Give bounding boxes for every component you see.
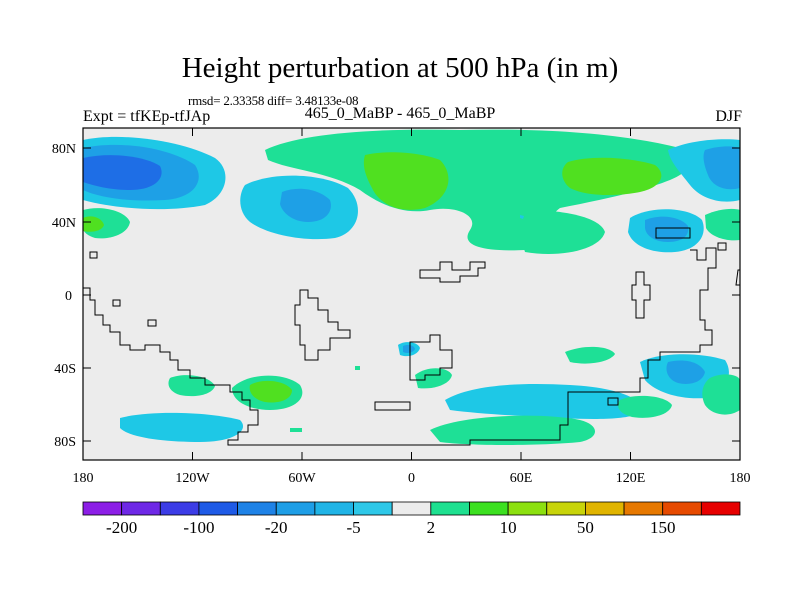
colorbar-swatch bbox=[623, 501, 664, 516]
longitude-axis bbox=[82, 128, 741, 460]
contour-negative-region bbox=[83, 155, 162, 190]
lon-tick-label: 180 bbox=[730, 471, 751, 486]
colorbar-swatch bbox=[82, 501, 123, 516]
colorbar-swatch bbox=[430, 501, 470, 516]
contour-negative-region bbox=[403, 345, 415, 353]
latitude-axis bbox=[83, 147, 740, 442]
colorbar-label: -5 bbox=[346, 518, 360, 537]
lon-tick-label: 180 bbox=[73, 471, 94, 486]
lon-tick-label: 60W bbox=[288, 471, 316, 486]
colorbar-swatch bbox=[507, 501, 548, 516]
contour-positive-region bbox=[355, 366, 360, 370]
experiment-center-label: 465_0_MaBP - 465_0_MaBP bbox=[304, 105, 496, 122]
colorbar-swatch bbox=[159, 501, 200, 516]
colorbar-swatch bbox=[546, 501, 586, 516]
lat-tick-label: 40N bbox=[52, 216, 76, 231]
contour-negative-region bbox=[666, 360, 705, 384]
lat-tick-label: 80S bbox=[54, 435, 76, 450]
contour-positive-region bbox=[705, 208, 740, 241]
colorbar-label: 50 bbox=[577, 518, 594, 537]
colorbar-swatch bbox=[585, 501, 625, 516]
colorbar-label: 10 bbox=[500, 518, 517, 537]
contour-positive-region bbox=[168, 375, 215, 397]
land-outline bbox=[83, 227, 740, 446]
colorbar-label: -20 bbox=[265, 518, 288, 537]
colorbar-label: -100 bbox=[183, 518, 214, 537]
colorbar-swatch bbox=[198, 501, 238, 516]
colorbar-swatch bbox=[391, 501, 432, 516]
contour-negative-region bbox=[445, 383, 645, 419]
experiment-left-label: Expt = tfKEp-tfJAp bbox=[83, 108, 211, 125]
colorbar-swatch bbox=[353, 501, 393, 516]
colorbar-label: 150 bbox=[650, 518, 676, 537]
colorbar-swatch bbox=[275, 501, 316, 516]
contour-positive-region bbox=[523, 210, 605, 254]
contour-positive-region bbox=[565, 346, 615, 364]
contour-negative-region bbox=[280, 188, 331, 222]
plot-title: Height perturbation at 500 hPa (in m) bbox=[181, 52, 619, 84]
lon-tick-label: 120E bbox=[616, 471, 646, 486]
contour-positive-region bbox=[249, 380, 292, 403]
contour-positive-region bbox=[83, 216, 104, 232]
contour-positive-region bbox=[618, 395, 672, 418]
lon-tick-label: 120W bbox=[175, 471, 210, 486]
colorbar-label: 2 bbox=[427, 518, 436, 537]
colorbar bbox=[82, 501, 741, 516]
colorbar-swatch bbox=[314, 501, 354, 516]
lon-tick-label: 0 bbox=[408, 471, 415, 486]
colorbar-swatch bbox=[121, 501, 161, 516]
colorbar-swatch bbox=[662, 501, 702, 516]
season-label: DJF bbox=[715, 108, 742, 125]
colorbar-swatch bbox=[700, 501, 741, 516]
lat-tick-label: 0 bbox=[65, 289, 72, 304]
colorbar-swatch bbox=[469, 501, 509, 516]
lat-tick-label: 80N bbox=[52, 142, 76, 157]
contour-positive-region bbox=[290, 428, 302, 432]
contour-positive-region bbox=[430, 415, 595, 445]
contour-positive-region bbox=[363, 152, 449, 210]
contour-negative-region bbox=[703, 146, 740, 190]
contour-fields bbox=[83, 129, 740, 445]
colorbar-label: -200 bbox=[106, 518, 137, 537]
lat-tick-label: 40S bbox=[54, 362, 76, 377]
contour-negative-region bbox=[120, 412, 244, 442]
contour-positive-region bbox=[562, 157, 662, 196]
contour-negative-region bbox=[520, 215, 524, 219]
colorbar-swatch bbox=[237, 501, 277, 516]
stats-line: rmsd= 2.33358 diff= 3.48133e-08 bbox=[188, 93, 359, 108]
contour-positive-region bbox=[415, 368, 452, 389]
lon-tick-label: 60E bbox=[510, 471, 533, 486]
colorbar-labels: -200 -100 -20 -5 2 10 50 150 bbox=[106, 518, 675, 537]
contour-positive-region bbox=[702, 374, 740, 415]
